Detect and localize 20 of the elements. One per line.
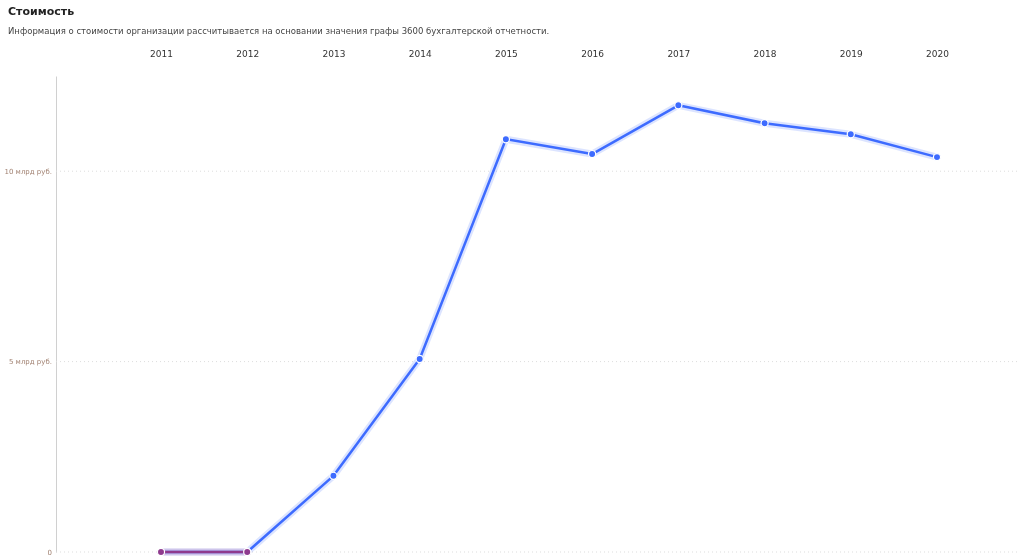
- x-tick-label: 2016: [581, 49, 605, 59]
- chart-title: Стоимость: [8, 5, 75, 18]
- point: [932, 152, 942, 162]
- point: [760, 119, 769, 128]
- x-tick-label: 2018: [753, 49, 777, 59]
- point: [329, 471, 338, 480]
- x-tick-label: 2015: [494, 49, 518, 59]
- chart-subtitle: Информация о стоимости организации рассчитывается на основании значения графы 3600 бухгалтерской отчетности.: [8, 26, 550, 36]
- x-tick-label: 2020: [926, 49, 950, 59]
- point: [415, 354, 424, 364]
- x-tick-label: 2012: [236, 49, 260, 59]
- x-tick-label: 2014: [408, 49, 432, 59]
- x-tick-label: 2011: [150, 49, 173, 59]
- point: [501, 135, 511, 144]
- point: [674, 101, 683, 110]
- point: [846, 130, 855, 139]
- x-tick-label: 2017: [667, 49, 691, 59]
- point: [587, 149, 597, 159]
- x-tick-label: 2013: [322, 49, 346, 59]
- x-tick-label: 2019: [839, 49, 863, 59]
